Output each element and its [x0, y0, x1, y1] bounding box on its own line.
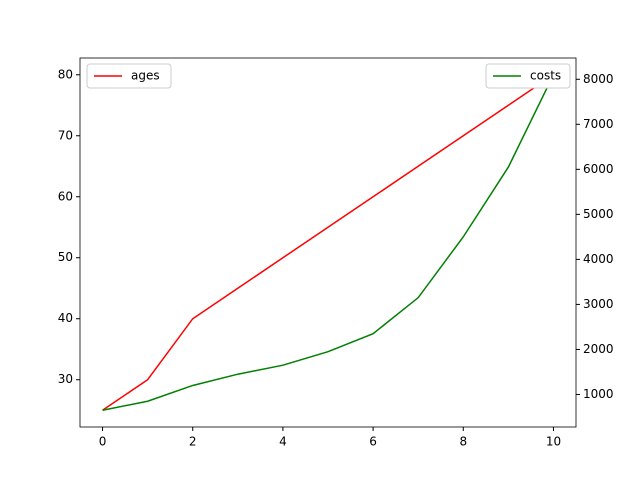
plot-frame [79, 57, 577, 428]
x-tick-label: 8 [459, 435, 467, 449]
y2-tick-label: 1000 [583, 387, 614, 401]
y-tick-label: 70 [58, 128, 73, 142]
y-tick-label: 60 [58, 189, 73, 203]
series-line [102, 74, 555, 411]
y-tick-label: 80 [58, 67, 73, 81]
y2-tick-label: 6000 [583, 162, 614, 176]
legend-box [485, 63, 571, 89]
x-tick-label: 2 [189, 435, 197, 449]
x-tick-label: 10 [546, 435, 561, 449]
y2-tick-label: 5000 [583, 207, 614, 221]
legend-label: costs [530, 69, 561, 83]
legend-label: ages [131, 69, 160, 83]
y2-tick-label: 3000 [583, 297, 614, 311]
y2-tick-label: 2000 [583, 342, 614, 356]
y2-tick-label: 4000 [583, 252, 614, 266]
x-tick-label: 0 [99, 435, 107, 449]
legend-box [86, 63, 172, 89]
x-tick-label: 4 [279, 435, 287, 449]
x-tick-label: 6 [369, 435, 377, 449]
y-tick-label: 50 [58, 250, 73, 264]
y2-tick-label: 8000 [583, 72, 614, 86]
y-tick-label: 30 [58, 372, 73, 386]
series-line [102, 74, 554, 411]
y2-tick-label: 7000 [583, 117, 614, 131]
y-tick-label: 40 [58, 311, 73, 325]
